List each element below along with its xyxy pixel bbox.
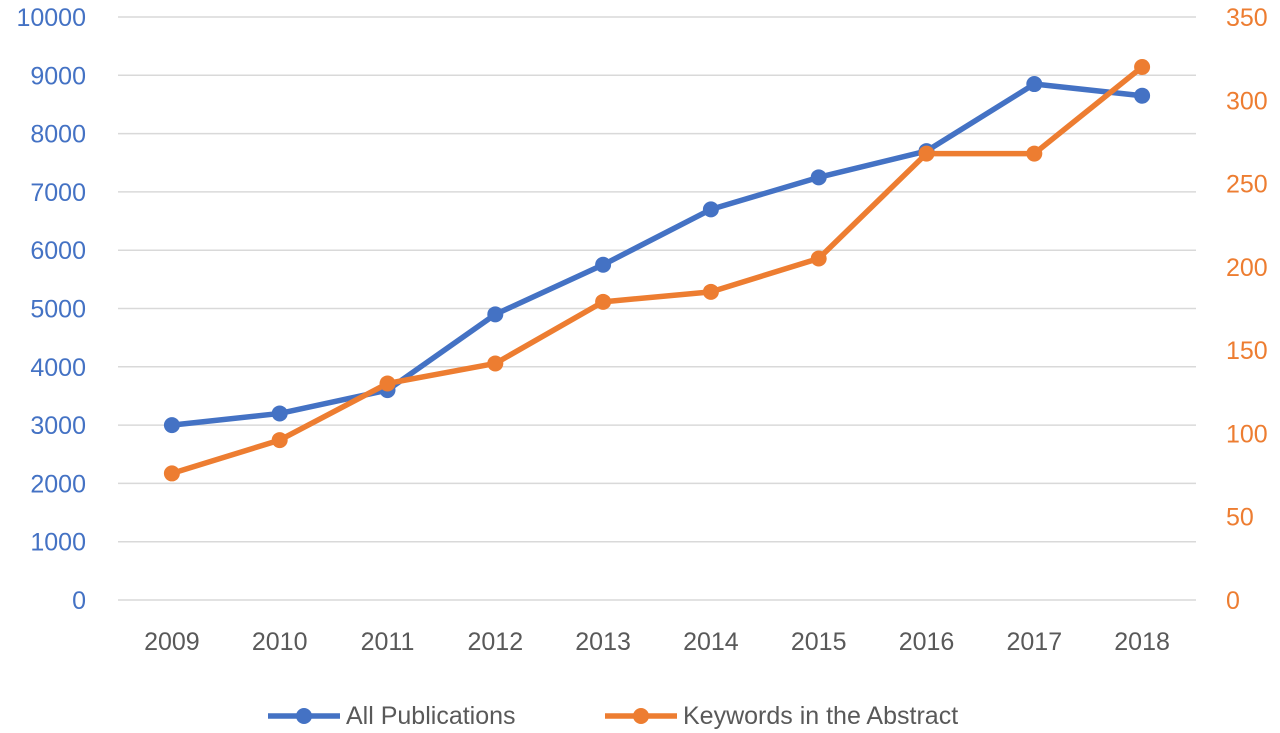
data-point	[1134, 87, 1151, 104]
data-point	[1026, 76, 1043, 93]
data-point	[595, 256, 612, 273]
data-point	[918, 145, 935, 162]
series-layer	[163, 58, 1151, 482]
data-point	[487, 355, 504, 372]
x-tick-label: 2018	[1114, 628, 1170, 656]
x-tick-label: 2009	[144, 628, 200, 656]
x-tick-label: 2014	[683, 628, 739, 656]
data-point	[379, 375, 396, 392]
right-tick-label: 300	[1226, 87, 1268, 115]
right-tick-label: 350	[1226, 4, 1268, 32]
right-tick-label: 100	[1226, 420, 1268, 448]
left-tick-label: 9000	[30, 62, 86, 90]
data-point	[702, 201, 719, 218]
x-tick-label: 2016	[899, 628, 955, 656]
right-tick-label: 250	[1226, 171, 1268, 199]
left-axis: 0 1000 2000 3000 4000 5000 6000 7000 8000 9000 100…	[16, 4, 86, 615]
data-point	[271, 432, 288, 449]
x-axis: 2009 2010 2011 2012 2013 2014 2015 2016 2017 2018	[144, 628, 1170, 656]
x-tick-label: 2015	[791, 628, 847, 656]
data-point	[163, 417, 180, 434]
right-tick-label: 50	[1226, 504, 1254, 532]
left-tick-label: 0	[72, 587, 86, 615]
gridlines	[118, 16, 1196, 601]
series-line-2	[169, 64, 1145, 477]
right-tick-label: 200	[1226, 254, 1268, 282]
legend-label: All Publications	[346, 702, 516, 730]
left-tick-label: 8000	[30, 121, 86, 149]
left-tick-label: 5000	[30, 296, 86, 324]
data-point	[1134, 58, 1151, 75]
legend-swatch-marker	[633, 708, 649, 724]
left-tick-label: 1000	[30, 529, 86, 557]
x-tick-label: 2012	[467, 628, 523, 656]
data-point	[810, 250, 827, 267]
data-point	[1026, 145, 1043, 162]
right-tick-label: 0	[1226, 587, 1240, 615]
left-tick-label: 4000	[30, 354, 86, 382]
x-tick-label: 2011	[361, 628, 415, 656]
data-point	[271, 405, 288, 422]
left-tick-label: 7000	[30, 179, 86, 207]
x-tick-label: 2010	[252, 628, 308, 656]
legend-swatch-marker	[296, 708, 312, 724]
right-tick-label: 150	[1226, 337, 1268, 365]
x-tick-label: 2013	[575, 628, 631, 656]
x-tick-label: 2017	[1006, 628, 1062, 656]
left-tick-label: 10000	[16, 4, 86, 32]
left-tick-label: 3000	[30, 412, 86, 440]
data-point	[163, 465, 180, 482]
left-tick-label: 6000	[30, 237, 86, 265]
legend: All Publications Keywords in the Abstract	[268, 702, 958, 730]
legend-label: Keywords in the Abstract	[683, 702, 958, 730]
data-point	[487, 306, 504, 323]
series-line-1	[169, 81, 1145, 428]
data-point	[702, 283, 719, 300]
left-tick-label: 2000	[30, 470, 86, 498]
right-axis: 0 50 100 150 200 250 300 350	[1226, 4, 1268, 615]
data-point	[595, 293, 612, 310]
data-point	[810, 169, 827, 186]
